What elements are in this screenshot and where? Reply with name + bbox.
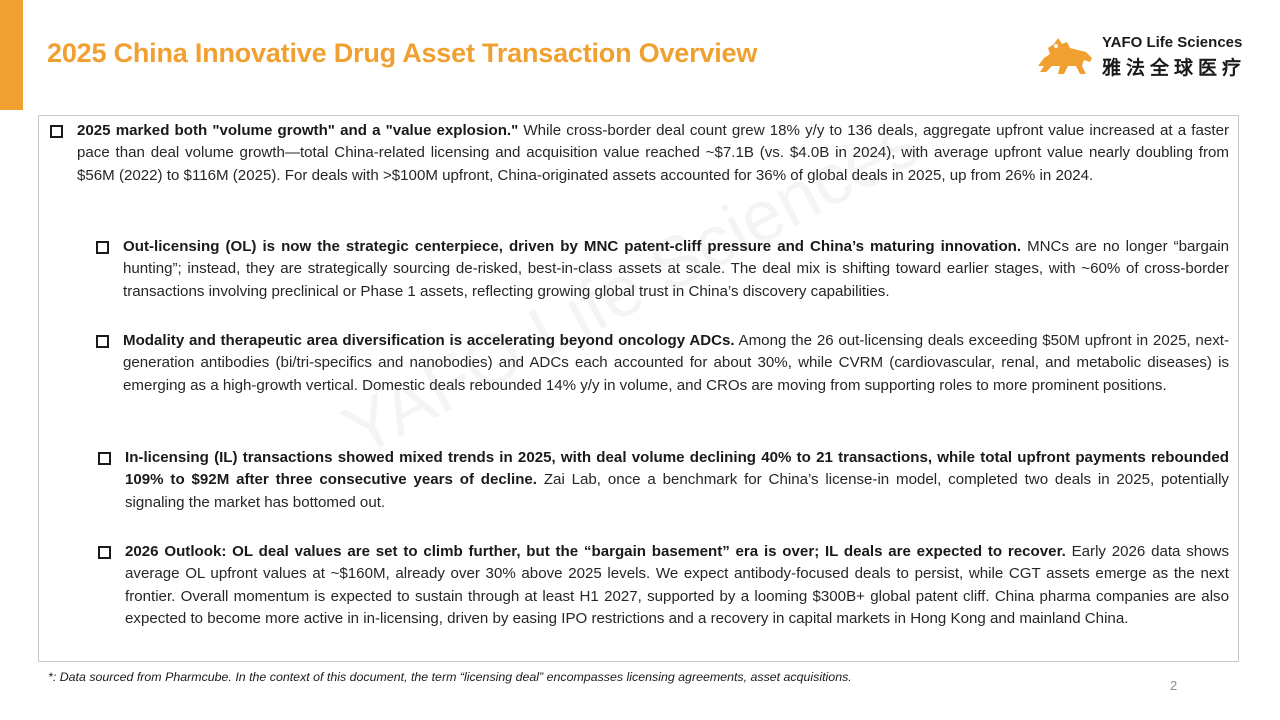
logo-name-cn: 雅法全球医疗 [1102,58,1247,79]
bullet-modality: Modality and therapeutic area diversific… [123,330,1229,397]
bullet-text: MNCs are no longer “bargain hunting”; in… [123,238,1229,300]
bullet-heading: In-licensing (IL) transactions showed mi… [125,449,1229,489]
checkbox-bullet-icon [98,452,111,465]
bullet-text: Zai Lab, once a benchmark for China’s li… [125,471,1229,511]
bullet-text: While cross-border deal count grew 18% y… [77,122,1229,184]
bullet-outlook: 2026 Outlook: OL deal values are set to … [125,541,1229,630]
bullet-in-licensing: In-licensing (IL) transactions showed mi… [125,447,1229,514]
footnote: *: Data sourced from Pharmcube. In the c… [48,670,852,684]
bullet-heading: Modality and therapeutic area diversific… [123,332,735,349]
checkbox-bullet-icon [50,125,63,138]
bullet-text: Early 2026 data shows average OL upfront… [125,543,1229,627]
bullet-heading: 2026 Outlook: OL deal values are set to … [125,543,1066,560]
lion-icon [1038,38,1092,74]
page-number: 2 [1170,678,1178,693]
company-logo: YAFO Life Sciences 雅法全球医疗 [1034,30,1260,82]
content-box [38,115,1239,662]
bullet-heading: Out-licensing (OL) is now the strategic … [123,238,1022,255]
page-title: 2025 China Innovative Drug Asset Transac… [47,38,758,68]
checkbox-bullet-icon [96,335,109,348]
bullet-text: Among the 26 out-licensing deals exceedi… [123,332,1229,394]
bullet-overview: 2025 marked both "volume growth" and a "… [77,120,1229,187]
accent-bar [0,0,23,110]
logo-name-en: YAFO Life Sciences [1102,34,1243,51]
checkbox-bullet-icon [98,546,111,559]
checkbox-bullet-icon [96,241,109,254]
bullet-heading: 2025 marked both "volume growth" and a "… [77,122,519,139]
bullet-out-licensing: Out-licensing (OL) is now the strategic … [123,236,1229,303]
